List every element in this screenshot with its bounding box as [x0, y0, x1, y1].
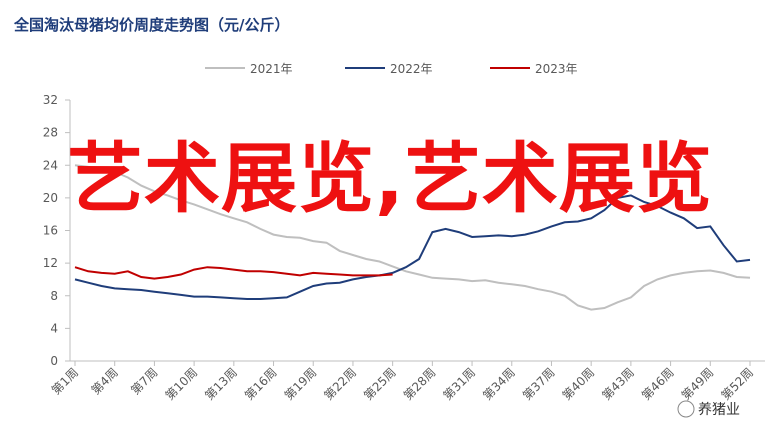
x-tick-label: 第34周: [480, 365, 518, 403]
y-tick-label: 0: [50, 354, 58, 368]
x-tick-label: 第52周: [718, 365, 756, 403]
x-tick-label: 第7周: [128, 365, 160, 397]
line-series: [74, 164, 751, 311]
y-tick-label: 12: [43, 256, 58, 270]
x-tick-label: 第25周: [361, 365, 399, 403]
legend-label: 2021年: [250, 62, 293, 76]
overlay-text: 艺术展览,艺术展览: [67, 134, 713, 223]
x-tick-label: 第43周: [599, 365, 637, 403]
y-tick-label: 4: [50, 321, 58, 335]
watermark-text: 养猪业: [698, 402, 740, 418]
x-tick-label: 第40周: [560, 365, 598, 403]
x-tick-label: 第10周: [163, 365, 201, 403]
y-tick-label: 24: [43, 158, 58, 172]
x-tick-label: 第1周: [49, 365, 81, 397]
y-tick-label: 20: [43, 191, 58, 205]
x-tick-label: 第22周: [321, 365, 359, 403]
x-tick-label: 第49周: [679, 365, 717, 403]
line-series: [74, 194, 751, 300]
y-tick-label: 16: [43, 224, 58, 238]
x-tick-label: 第13周: [202, 365, 240, 403]
legend-label: 2022年: [390, 62, 433, 76]
chart-title: 全国淘汰母猪均价周度走势图（元/公斤）: [13, 16, 289, 34]
x-tick-label: 第31周: [441, 365, 479, 403]
line-series: [74, 266, 393, 280]
x-tick-label: 第37周: [520, 365, 558, 403]
x-tick-label: 第4周: [89, 365, 121, 397]
x-tick-label: 第16周: [242, 365, 280, 403]
watermark: 养猪业: [677, 400, 740, 418]
y-tick-label: 28: [43, 126, 58, 140]
y-tick-label: 32: [43, 93, 58, 107]
x-tick-label: 第46周: [639, 365, 677, 403]
x-tick-label: 第19周: [282, 365, 320, 403]
legend-label: 2023年: [535, 62, 578, 76]
x-tick-label: 第28周: [401, 365, 439, 403]
y-tick-label: 8: [50, 289, 58, 303]
watermark-icon: [677, 400, 695, 418]
